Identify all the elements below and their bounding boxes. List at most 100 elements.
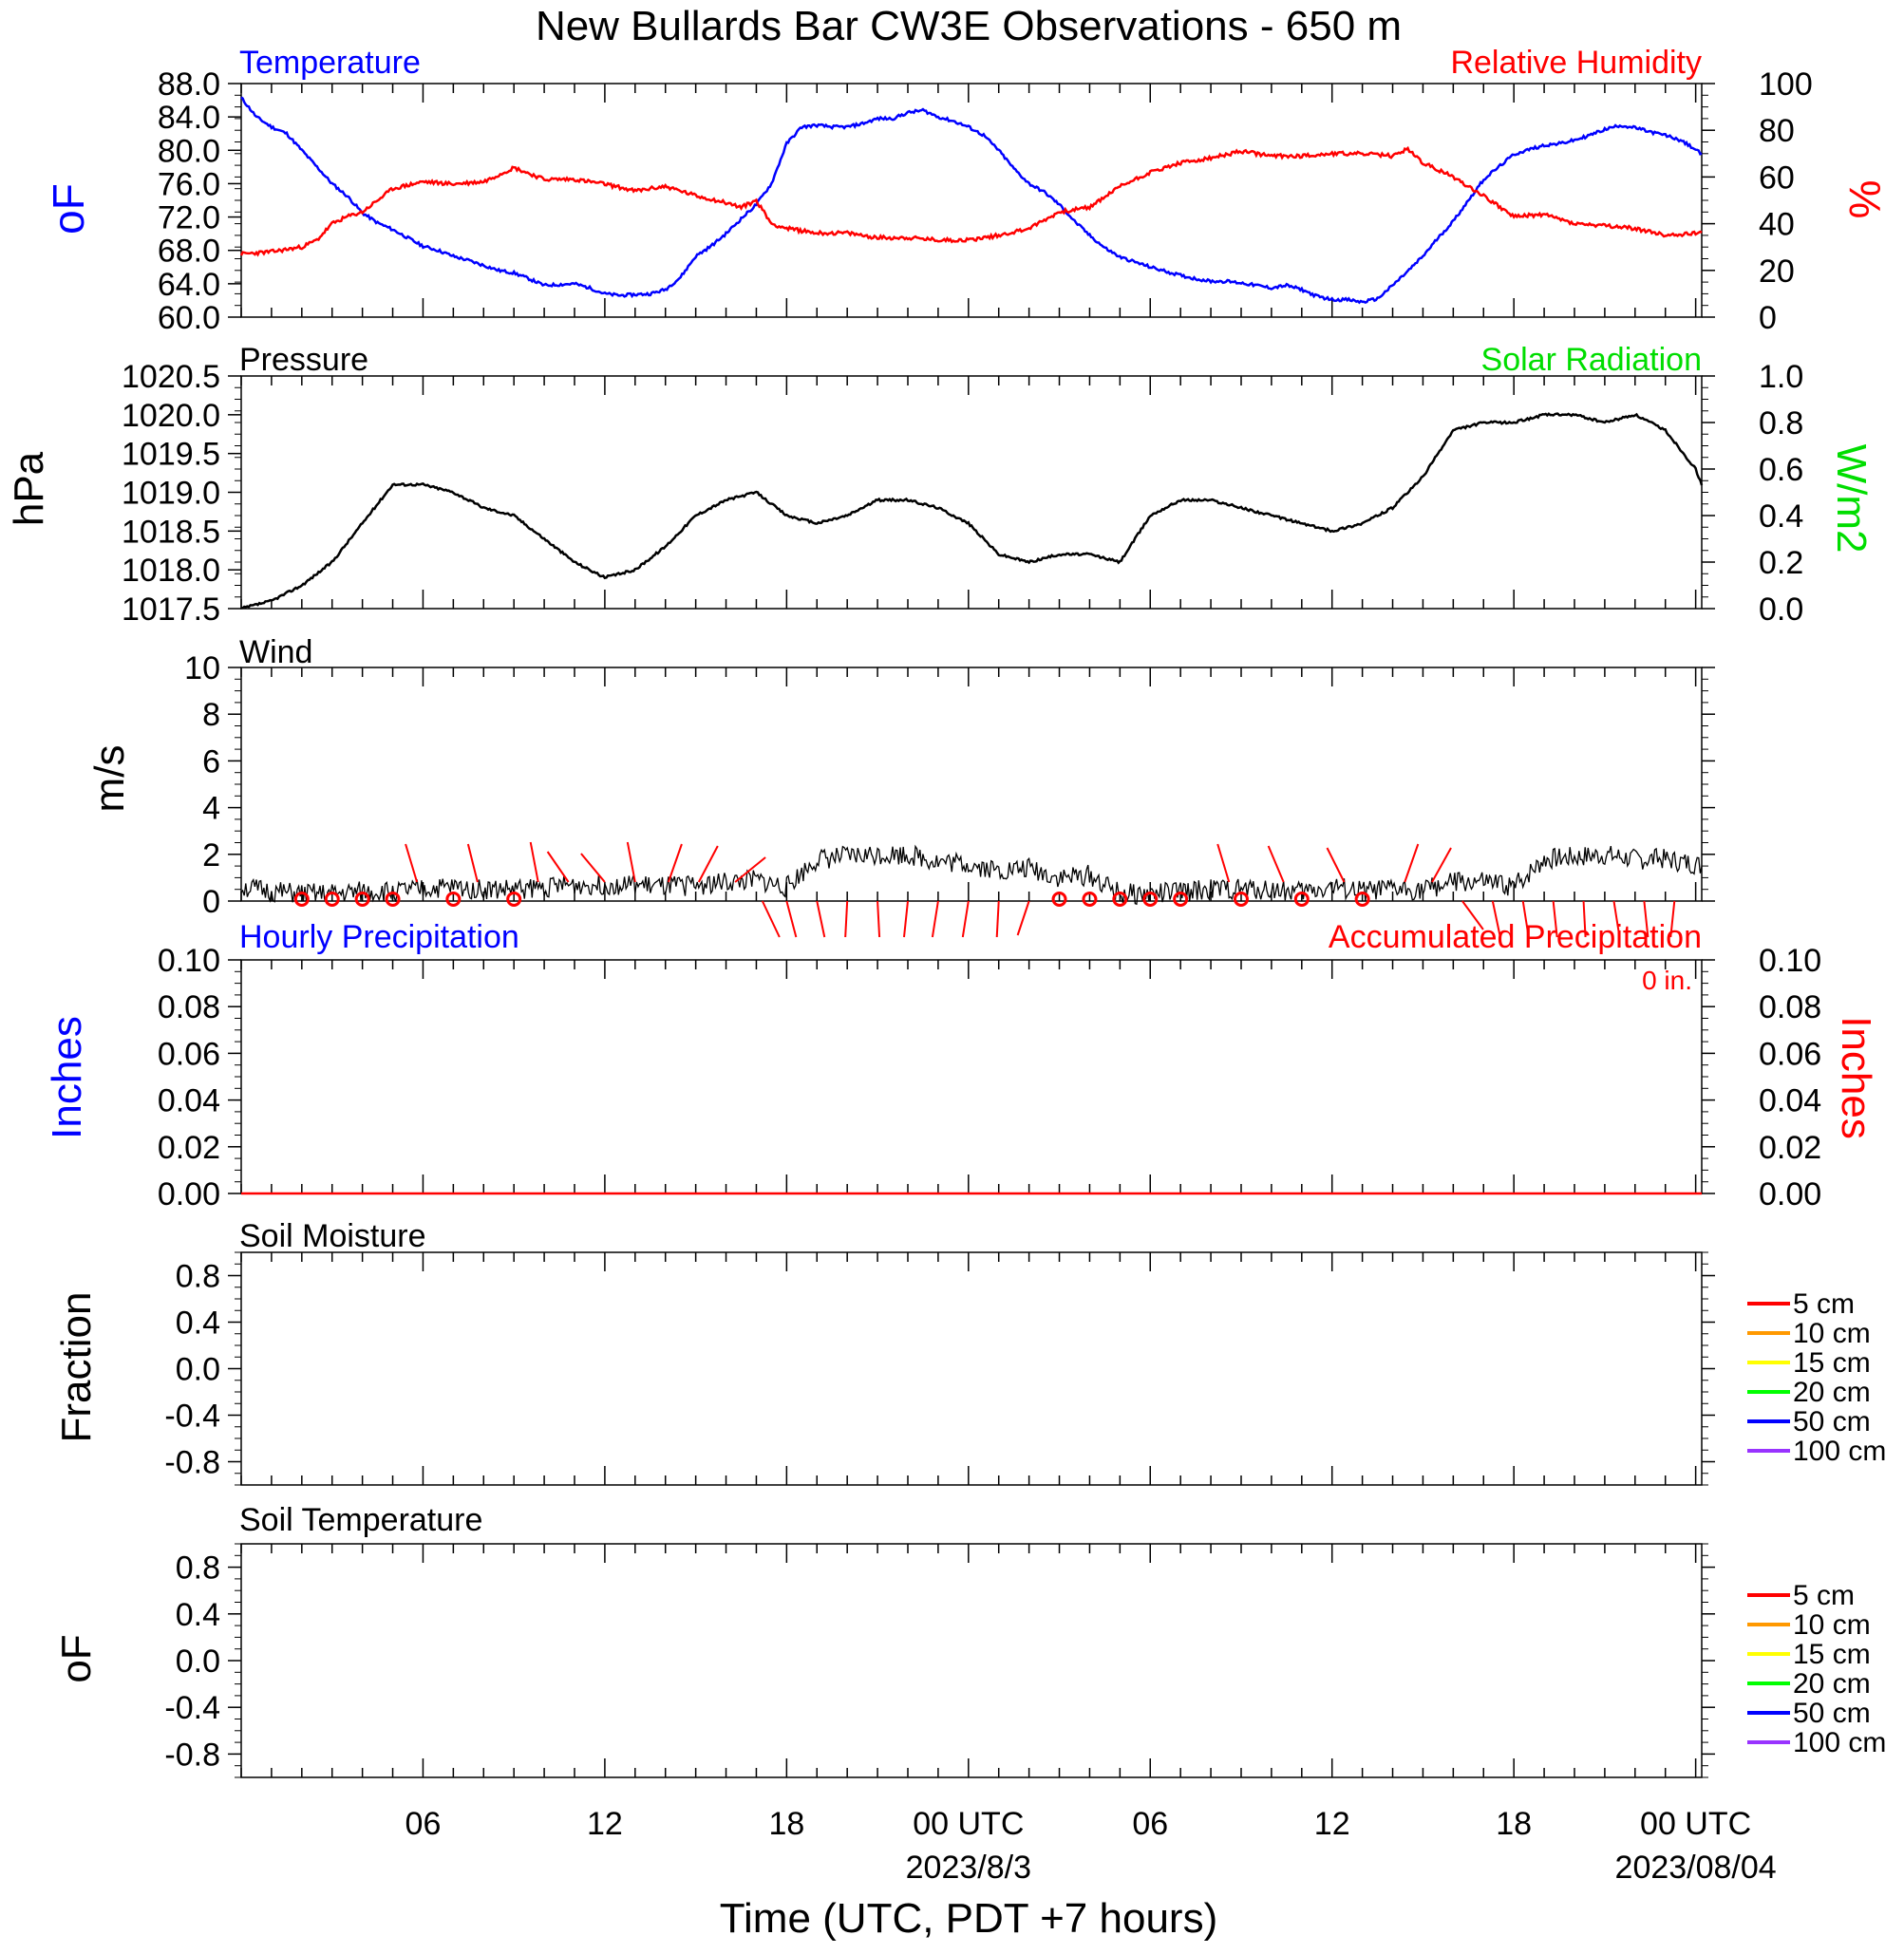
soil-legend-label: 10 cm: [1793, 1318, 1871, 1349]
precip-total-label: 0 in.: [1642, 966, 1692, 995]
temp_rh-y-tick-label: 64.0: [158, 267, 220, 303]
calm-wind-marker: [1293, 892, 1310, 907]
wind-barb: [1552, 900, 1558, 938]
soil_temp-y-tick-label: 0.8: [176, 1550, 220, 1587]
precip-y-tick-label: 0.08: [158, 989, 220, 1025]
soil-legend-label: 50 cm: [1793, 1698, 1871, 1729]
wind-y-tick-label: 4: [202, 791, 220, 827]
wind-barb: [1669, 900, 1676, 938]
wind-barb: [877, 900, 881, 938]
wind-barb: [734, 856, 766, 883]
calm-wind-marker: [1233, 892, 1249, 907]
precip-y-right-tick-label: 0.04: [1759, 1083, 1821, 1119]
pressure-frame: [240, 375, 1703, 610]
soil-legend-label: 10 cm: [1793, 1609, 1871, 1641]
precip-y-tick-label: 0.06: [158, 1036, 220, 1072]
soil-moisture-axis-unit: Fraction: [53, 1292, 100, 1443]
temp_rh-y-right-tick-label: 100: [1759, 66, 1813, 103]
wind-barb: [1612, 900, 1621, 938]
temp_rh-frame: [240, 83, 1703, 318]
wind-barb: [1521, 900, 1530, 938]
wind-barb: [1461, 900, 1484, 930]
hourly-precip-axis-unit: Inches: [44, 1016, 90, 1139]
wind-barb: [1582, 900, 1587, 938]
calm-wind-marker: [445, 892, 462, 907]
pressure-y-tick-label: 1020.5: [122, 359, 220, 395]
soil-temp-axis-unit: oF: [53, 1634, 100, 1682]
soil_temp-y-tick-label: 0.4: [176, 1597, 220, 1633]
x-tick-label: 06: [405, 1806, 442, 1842]
wind-barb: [405, 843, 419, 883]
pressure-y-tick-label: 1019.5: [122, 437, 220, 473]
accum-precip-axis-unit: Inches: [1833, 1016, 1879, 1139]
temperature-line: [240, 96, 1703, 305]
soil-legend-label: 15 cm: [1793, 1347, 1871, 1379]
calm-wind-marker: [354, 892, 370, 907]
wind-barb: [697, 845, 719, 883]
x-tick-label: 00 UTC: [1640, 1806, 1751, 1842]
calm-wind-marker: [506, 892, 522, 907]
precip-y-right-tick-label: 0.02: [1759, 1130, 1821, 1166]
precip-y-right-tick-label: 0.08: [1759, 989, 1821, 1025]
wind-barb: [580, 853, 606, 883]
chart-title: New Bullards Bar CW3E Observations - 650…: [536, 3, 1402, 49]
pressure-line: [240, 412, 1704, 610]
temp_rh-y-tick-label: 84.0: [158, 100, 220, 136]
calm-wind-marker: [1142, 892, 1159, 907]
rh-panel-title: Relative Humidity: [1450, 45, 1702, 81]
temp_rh-y-tick-label: 76.0: [158, 166, 220, 202]
soil_moisture-y-tick-label: 0.8: [176, 1259, 220, 1295]
wind-y-tick-label: 8: [202, 697, 220, 733]
wind-barb: [844, 900, 849, 938]
soil_moisture-y-tick-label: -0.4: [164, 1399, 220, 1435]
soil-legend-label: 5 cm: [1793, 1580, 1855, 1611]
precip-y-tick-label: 0.00: [158, 1176, 220, 1212]
pressure-y-tick-label: 1018.5: [122, 514, 220, 550]
x-tick-label: 18: [1496, 1806, 1532, 1842]
temp_rh-y-tick-label: 88.0: [158, 66, 220, 103]
temp_rh-y-tick-label: 60.0: [158, 300, 220, 336]
wind-panel-title: Wind: [239, 634, 312, 670]
wind-barb: [961, 900, 970, 938]
x-tick-label: 00 UTC: [913, 1806, 1024, 1842]
pressure-y-right-tick-label: 0.4: [1759, 498, 1803, 535]
temp_rh-y-tick-label: 72.0: [158, 200, 220, 236]
wind-y-tick-label: 6: [202, 743, 220, 780]
pressure-y-right-tick-label: 0.8: [1759, 405, 1803, 442]
wind-barb: [902, 900, 909, 938]
precip-frame: [240, 959, 1703, 1194]
calm-wind-marker: [1354, 892, 1370, 907]
x-axis-label: Time (UTC, PDT +7 hours): [720, 1895, 1217, 1942]
wind-barb: [466, 843, 479, 883]
calm-wind-marker: [1082, 892, 1098, 907]
pressure-y-tick-label: 1017.5: [122, 592, 220, 628]
soil-legend-label: 20 cm: [1793, 1377, 1871, 1408]
x-tick-label: 12: [587, 1806, 623, 1842]
x-tick-label: 18: [768, 1806, 804, 1842]
x-tick-label: 06: [1132, 1806, 1168, 1842]
precip-y-tick-label: 0.10: [158, 943, 220, 979]
pressure-y-tick-label: 1018.0: [122, 553, 220, 589]
soil-legend-label: 100 cm: [1793, 1436, 1886, 1467]
soil-legend-label: 5 cm: [1793, 1288, 1855, 1320]
calm-wind-marker: [324, 892, 340, 907]
calm-wind-marker: [385, 892, 401, 907]
x-date-label: 2023/8/3: [906, 1850, 1031, 1886]
pressure-y-tick-label: 1020.0: [122, 398, 220, 434]
temp_rh-y-right-tick-label: 60: [1759, 160, 1795, 196]
x-tick-label: 12: [1314, 1806, 1350, 1842]
wind-barb: [785, 900, 798, 938]
temp_rh-y-tick-label: 68.0: [158, 234, 220, 270]
soil-legend-label: 20 cm: [1793, 1668, 1871, 1700]
solar-panel-title: Solar Radiation: [1481, 342, 1702, 378]
wind-barb: [1326, 847, 1346, 883]
wind-barb: [626, 841, 636, 883]
calm-wind-marker: [1112, 892, 1128, 907]
wind-y-tick-label: 10: [184, 650, 220, 686]
precip-y-right-tick-label: 0.00: [1759, 1176, 1821, 1212]
wind-barb: [931, 900, 939, 938]
wind-barb: [761, 900, 781, 938]
wind-y-tick-label: 2: [202, 837, 220, 874]
